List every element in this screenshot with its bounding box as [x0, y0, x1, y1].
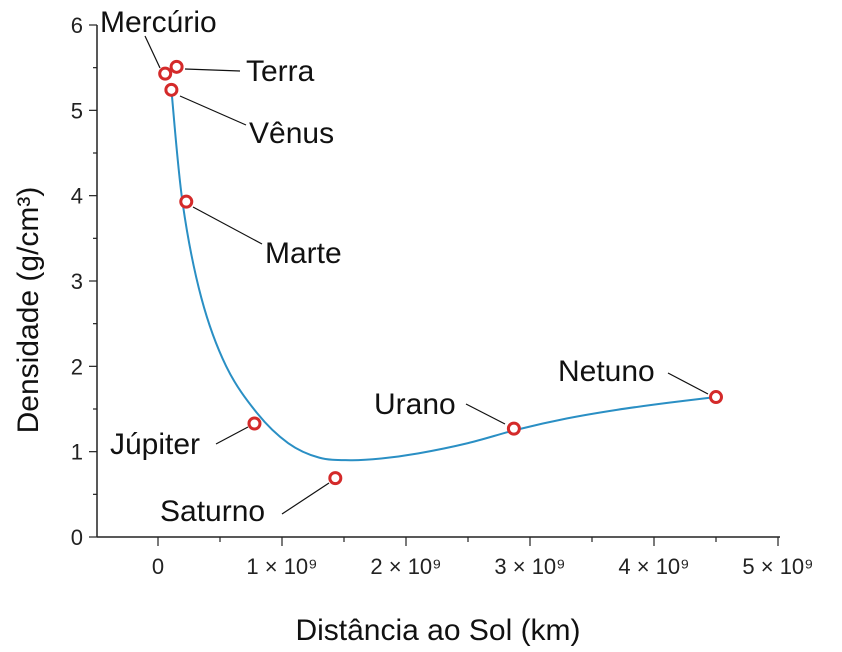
axes: 0 1 2 3 4 5 6 0 1 × 10⁹ 2 × 10⁹ 3 × 10⁹ 4 × 10⁹ 5 × … — [71, 13, 814, 579]
x-tick-label: 0 — [152, 554, 164, 579]
point-label-saturno: Saturno — [160, 495, 265, 528]
y-axis-title: Densidade (g/cm³) — [12, 187, 45, 434]
leader-line-netuno — [667, 372, 709, 395]
leader-line-marte — [192, 206, 263, 245]
x-tick-label: 4 × 10⁹ — [618, 554, 689, 579]
point-label-urano: Urano — [374, 388, 456, 421]
x-tick-label: 3 × 10⁹ — [494, 554, 565, 579]
point-netuno — [709, 390, 723, 405]
y-tick-label: 1 — [71, 440, 83, 465]
leader-line-jupiter — [215, 426, 249, 445]
leader-line-saturno — [281, 482, 330, 515]
point-jupiter — [247, 416, 262, 431]
point-saturno — [328, 471, 343, 486]
point-label-terra: Terra — [246, 55, 315, 88]
point-label-mercurio: Mercúrio — [100, 6, 217, 39]
leader-line-venus — [179, 95, 247, 126]
point-labels: Mercúrio Terra Vênus Marte Júpiter Saturno Ura… — [100, 6, 655, 528]
trend-curve — [170, 89, 717, 462]
point-label-marte: Marte — [265, 237, 342, 270]
y-tick-label: 6 — [71, 13, 83, 38]
leader-line-terra — [184, 68, 241, 72]
point-urano — [506, 421, 521, 436]
point-terra — [169, 59, 184, 74]
leader-lines — [144, 35, 709, 515]
x-tick-label: 1 × 10⁹ — [246, 554, 317, 579]
y-tick-label: 0 — [71, 525, 83, 550]
y-tick-label: 5 — [71, 98, 83, 123]
trend-curve-layer — [170, 89, 717, 462]
leader-line-mercurio — [144, 35, 161, 69]
data-points — [158, 59, 723, 486]
y-tick-label: 3 — [71, 269, 83, 294]
x-tick-label: 2 × 10⁹ — [370, 554, 441, 579]
point-venus — [164, 82, 179, 97]
x-axis-title: Distância ao Sol (km) — [295, 614, 580, 647]
y-tick-label: 2 — [71, 354, 83, 379]
point-label-jupiter: Júpiter — [110, 428, 200, 461]
point-label-venus: Vênus — [249, 117, 334, 150]
y-tick-label: 4 — [71, 184, 83, 209]
point-label-netuno: Netuno — [558, 355, 655, 388]
leader-line-urano — [465, 403, 506, 425]
point-mercurio — [158, 66, 173, 81]
point-marte — [179, 194, 194, 209]
x-tick-label: 5 × 10⁹ — [742, 554, 813, 579]
